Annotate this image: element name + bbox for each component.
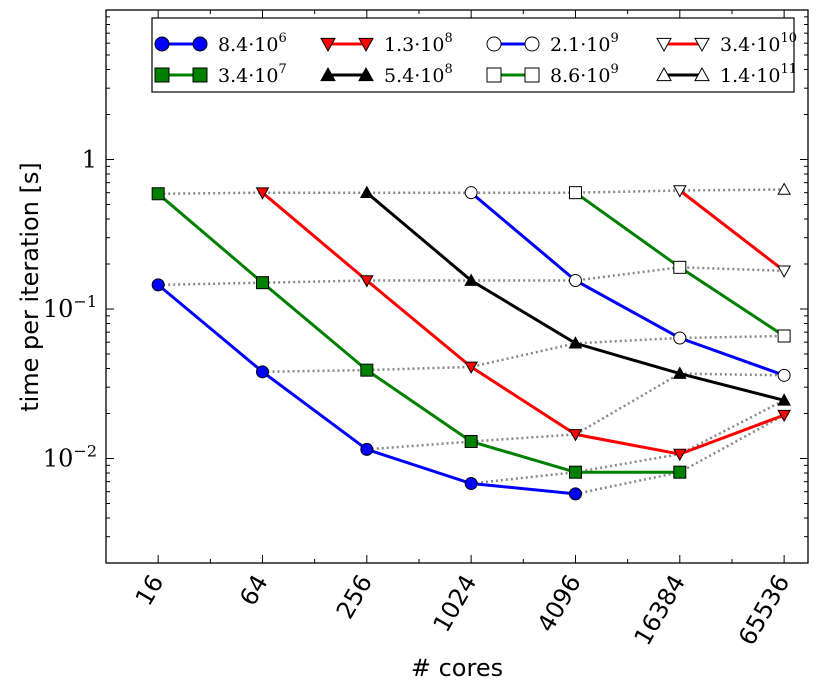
data-point [672, 366, 687, 379]
legend-marker [656, 66, 672, 82]
data-point [672, 448, 687, 462]
data-point [255, 187, 270, 200]
legend-label: 5.4·108 [384, 62, 453, 87]
legend-marker [694, 66, 710, 82]
y-axis-label: time per iteration [s] [16, 162, 44, 412]
legend-marker [154, 36, 170, 52]
x-tick-label: 65536 [733, 570, 795, 650]
legend-entry: 3.4·1010 [656, 31, 797, 56]
data-point [568, 487, 582, 501]
series-8.6·10^9 [568, 186, 791, 343]
series-5.4·10^8 [359, 185, 791, 406]
legend-label: 3.4·107 [218, 62, 287, 87]
data-point [360, 442, 374, 456]
data-point [360, 363, 374, 377]
series-3.4·10^7 [151, 187, 687, 479]
x-tick-label: 1024 [428, 570, 483, 637]
data-point [777, 182, 791, 195]
data-point [151, 278, 165, 292]
data-point [464, 273, 478, 286]
legend-marker [320, 37, 336, 53]
x-tick-label: 16384 [629, 570, 691, 650]
series-group [151, 182, 791, 501]
y-tick-label: 1 [82, 146, 97, 174]
legend-entry: 8.4·106 [154, 31, 287, 56]
x-tick-label: 16 [130, 570, 170, 610]
legend-marker [524, 36, 540, 52]
y-tick-label: 10−1 [43, 292, 97, 323]
y-tick-label: 10−2 [43, 442, 97, 473]
legend-marker [486, 36, 502, 52]
legend-marker [694, 37, 710, 53]
data-point [568, 336, 583, 349]
x-tick-label: 4096 [532, 570, 587, 637]
data-point [464, 477, 478, 491]
data-point [255, 276, 269, 290]
data-point [672, 185, 687, 198]
series-3.4·10^10 [672, 185, 791, 278]
legend-marker [524, 67, 540, 83]
plot-area [106, 10, 808, 563]
data-point [673, 465, 687, 479]
data-point [777, 265, 791, 278]
data-point [673, 331, 687, 345]
legend-entry: 2.1·109 [486, 31, 619, 56]
legend: 8.4·106 3.4·107 1.3·108 5.4·108 2.1·109 8.6·1… [151, 17, 797, 93]
data-point [568, 429, 583, 442]
data-point [568, 274, 582, 288]
series-line [157, 192, 680, 474]
legend-marker [192, 67, 208, 83]
data-point [777, 368, 791, 382]
legend-marker [320, 66, 336, 82]
series-line [470, 191, 785, 377]
y-axis: 10−2 10−1 1 [43, 9, 808, 564]
series-2.1·10^9 [464, 186, 791, 382]
x-tick-label: 64 [234, 570, 274, 610]
x-tick-label: 256 [331, 570, 378, 624]
data-point [673, 260, 687, 274]
legend-entry: 5.4·108 [320, 62, 453, 87]
data-point [359, 185, 374, 198]
legend-marker [192, 36, 208, 52]
data-point [151, 187, 165, 201]
legend-marker [154, 67, 170, 83]
x-axis-label: # cores [411, 654, 503, 682]
data-point [464, 186, 478, 200]
legend-label: 2.1·109 [550, 31, 619, 56]
data-point [359, 275, 374, 288]
series-line [261, 191, 785, 456]
weak-scaling-line [262, 334, 785, 374]
legend-marker [656, 37, 672, 53]
data-point [255, 365, 269, 379]
data-point [568, 465, 582, 479]
legend-marker [358, 37, 374, 53]
legend-entry: 1.3·108 [320, 31, 453, 56]
legend-entry: 8.6·109 [486, 62, 619, 87]
series-1.3·10^8 [255, 187, 791, 462]
legend-box [151, 17, 795, 93]
series-1.4·10^11 [777, 182, 791, 195]
legend-label: 1.4·1011 [720, 62, 797, 87]
legend-entry: 1.4·1011 [656, 62, 797, 87]
legend-label: 1.3·108 [384, 31, 453, 56]
data-point [777, 409, 791, 423]
legend-entry: 3.4·107 [154, 62, 287, 87]
data-point [464, 361, 478, 374]
legend-label: 8.4·106 [218, 31, 287, 56]
legend-label: 8.6·109 [550, 62, 619, 87]
series-line [678, 189, 786, 272]
data-point [777, 393, 791, 406]
data-point [464, 434, 478, 448]
legend-marker [486, 67, 502, 83]
plot-frame [105, 9, 809, 564]
series-8.4·10^6 [151, 278, 582, 501]
data-point [568, 186, 582, 200]
data-point [777, 329, 791, 343]
legend-marker [358, 66, 374, 82]
legend-label: 3.4·1010 [720, 31, 797, 56]
